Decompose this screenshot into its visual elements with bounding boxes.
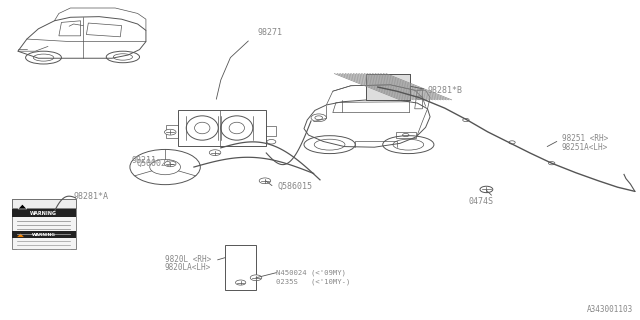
Circle shape	[548, 162, 555, 165]
Text: N450024 (<'09MY): N450024 (<'09MY)	[276, 269, 346, 276]
Circle shape	[209, 150, 221, 156]
Bar	[12, 231, 76, 238]
Text: 9820LA<LH>: 9820LA<LH>	[165, 263, 211, 272]
Text: 98211: 98211	[132, 156, 157, 164]
Text: 98251A<LH>: 98251A<LH>	[562, 143, 608, 152]
Polygon shape	[18, 204, 27, 209]
Text: 9820L <RH>: 9820L <RH>	[165, 255, 211, 264]
Text: WARNING: WARNING	[30, 211, 57, 216]
Bar	[12, 209, 76, 217]
Circle shape	[480, 186, 493, 193]
Circle shape	[416, 96, 422, 99]
Polygon shape	[17, 233, 24, 237]
Bar	[366, 74, 410, 100]
Circle shape	[463, 118, 469, 122]
Circle shape	[259, 178, 271, 184]
Text: 0474S: 0474S	[468, 197, 494, 206]
Bar	[12, 199, 76, 208]
Circle shape	[509, 141, 515, 144]
Text: 98281*A: 98281*A	[74, 192, 109, 201]
Circle shape	[250, 275, 262, 281]
Circle shape	[236, 280, 246, 285]
Text: 98281*B: 98281*B	[428, 86, 463, 95]
Text: 98271: 98271	[257, 28, 283, 37]
Bar	[12, 199, 76, 249]
Text: Q586015: Q586015	[278, 182, 313, 191]
Text: WARNING: WARNING	[31, 233, 56, 236]
Circle shape	[164, 161, 176, 167]
Text: 98251 <RH>: 98251 <RH>	[562, 134, 608, 143]
Bar	[225, 245, 256, 290]
Bar	[396, 132, 416, 138]
Text: A343001103: A343001103	[588, 305, 634, 314]
Text: 0235S   (<'10MY-): 0235S (<'10MY-)	[276, 278, 351, 285]
Text: Q500025: Q500025	[136, 159, 172, 168]
Circle shape	[164, 129, 176, 135]
Bar	[366, 74, 410, 100]
